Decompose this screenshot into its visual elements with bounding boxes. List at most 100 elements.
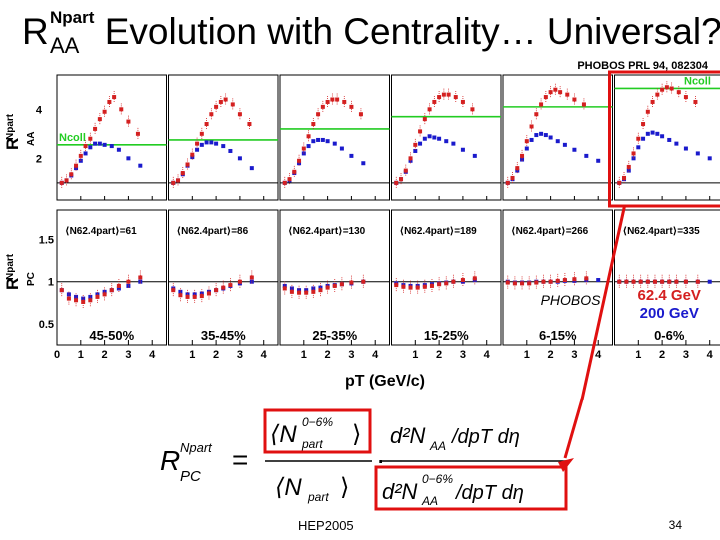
bottom-ylabel-sup: Npart xyxy=(5,253,16,280)
formula-num-right: d²N xyxy=(390,423,426,448)
data-point xyxy=(622,175,627,180)
pc-data-point xyxy=(451,279,456,284)
experiment-label: PHOBOS xyxy=(541,292,602,308)
pc-data-point xyxy=(192,294,197,299)
footer-label: HEP2005 xyxy=(298,518,354,533)
slide-title: R Npart AA Evolution with Centrality… Unive… xyxy=(22,6,720,58)
data-point xyxy=(97,117,102,122)
pc-data-point xyxy=(297,290,302,295)
pc-data-point xyxy=(707,279,712,284)
x-tick-label: 4 xyxy=(595,349,602,361)
centrality-label: 6-15% xyxy=(539,328,577,343)
data-point xyxy=(543,95,548,100)
pc-data-point xyxy=(185,294,190,299)
data-point xyxy=(221,144,226,149)
data-point xyxy=(64,178,69,183)
data-point xyxy=(83,144,88,149)
formula-num-left-sup: 0−6% xyxy=(302,415,333,429)
data-point xyxy=(403,168,408,173)
data-point xyxy=(418,129,423,134)
data-point xyxy=(126,156,131,161)
x-axis-label: pT (GeV/c) xyxy=(345,373,425,390)
data-point xyxy=(109,144,114,149)
data-point xyxy=(195,147,200,152)
data-point xyxy=(437,95,442,100)
pc-data-point xyxy=(289,289,294,294)
panel-top-frame xyxy=(391,74,502,201)
pc-data-point xyxy=(249,275,254,280)
legend-200: 200 GeV xyxy=(640,305,699,322)
x-tick-label: 1 xyxy=(301,349,307,361)
data-point xyxy=(655,92,660,97)
data-point xyxy=(427,107,432,112)
data-point xyxy=(349,104,354,109)
pc-data-point xyxy=(541,279,546,284)
centrality-label: 0-6% xyxy=(654,328,685,343)
pc-data-point xyxy=(88,294,93,299)
pc-data-point xyxy=(126,283,131,288)
title-sub: AA xyxy=(50,33,80,58)
npart-label: ⟨N62.4part⟩=86 xyxy=(177,226,249,237)
pc-data-point xyxy=(311,289,316,294)
data-point xyxy=(112,95,117,100)
data-point xyxy=(301,146,306,151)
x-tick-label: 2 xyxy=(548,349,554,361)
data-point xyxy=(548,90,553,95)
data-point xyxy=(695,151,700,156)
formula-lhs-sup: Npart xyxy=(180,440,213,455)
panel-top-frame xyxy=(502,74,613,201)
citation: PHOBOS PRL 94, 082304 xyxy=(577,60,708,72)
pc-data-point xyxy=(237,279,242,284)
data-point xyxy=(470,107,475,112)
data-point xyxy=(572,147,577,152)
data-point xyxy=(195,141,200,146)
npart-label: ⟨N62.4part⟩=130 xyxy=(288,226,366,237)
pc-data-point xyxy=(171,288,176,293)
data-point xyxy=(78,153,83,158)
data-point xyxy=(693,99,698,104)
data-point xyxy=(460,99,465,104)
npart-label: ⟨N62.4part⟩=61 xyxy=(65,226,137,237)
data-point xyxy=(223,97,228,102)
pc-data-point xyxy=(572,277,577,282)
pc-data-point xyxy=(138,279,143,284)
ncoll-label-right: Ncoll xyxy=(684,75,711,87)
legend-62: 62.4 GeV xyxy=(638,287,701,304)
centrality-label: 35-45% xyxy=(201,328,246,343)
bottom-ylabel: R xyxy=(3,278,22,290)
pc-data-point xyxy=(304,290,309,295)
x-tick-label: 4 xyxy=(372,349,379,361)
npart-label: ⟨N62.4part⟩=189 xyxy=(400,226,478,237)
data-point xyxy=(176,178,181,183)
data-point xyxy=(660,134,665,139)
data-point xyxy=(413,148,418,153)
x-tick-label: 3 xyxy=(125,349,131,361)
data-point xyxy=(451,141,456,146)
data-point xyxy=(418,141,423,146)
pc-data-point xyxy=(59,288,64,293)
x-tick-label: 1 xyxy=(78,349,84,361)
formula-lhs-r: R xyxy=(160,445,180,476)
pc-data-point xyxy=(361,279,366,284)
data-point xyxy=(83,151,88,156)
pc-data-point xyxy=(667,279,672,284)
formula-num-left-sub: part xyxy=(301,437,323,451)
formula: R Npart PC = ⟨N 0−6% part ⟩ ⟨N part ⟩ · … xyxy=(160,408,568,511)
data-point xyxy=(565,92,570,97)
data-point xyxy=(572,97,577,102)
panel-top-frame xyxy=(168,74,279,201)
data-point xyxy=(282,180,287,185)
pc-data-point xyxy=(512,281,517,286)
data-point xyxy=(311,139,316,144)
bottom-ytick-label: 1.5 xyxy=(39,235,54,247)
data-point xyxy=(339,146,344,151)
pc-data-point xyxy=(645,279,650,284)
data-point xyxy=(645,131,650,136)
data-point xyxy=(669,86,674,91)
data-point xyxy=(422,136,427,141)
formula-num-left-close: ⟩ xyxy=(352,421,361,448)
data-point xyxy=(330,97,335,102)
data-point xyxy=(553,87,558,92)
svg-text:·: · xyxy=(376,444,385,475)
data-point xyxy=(584,153,589,158)
